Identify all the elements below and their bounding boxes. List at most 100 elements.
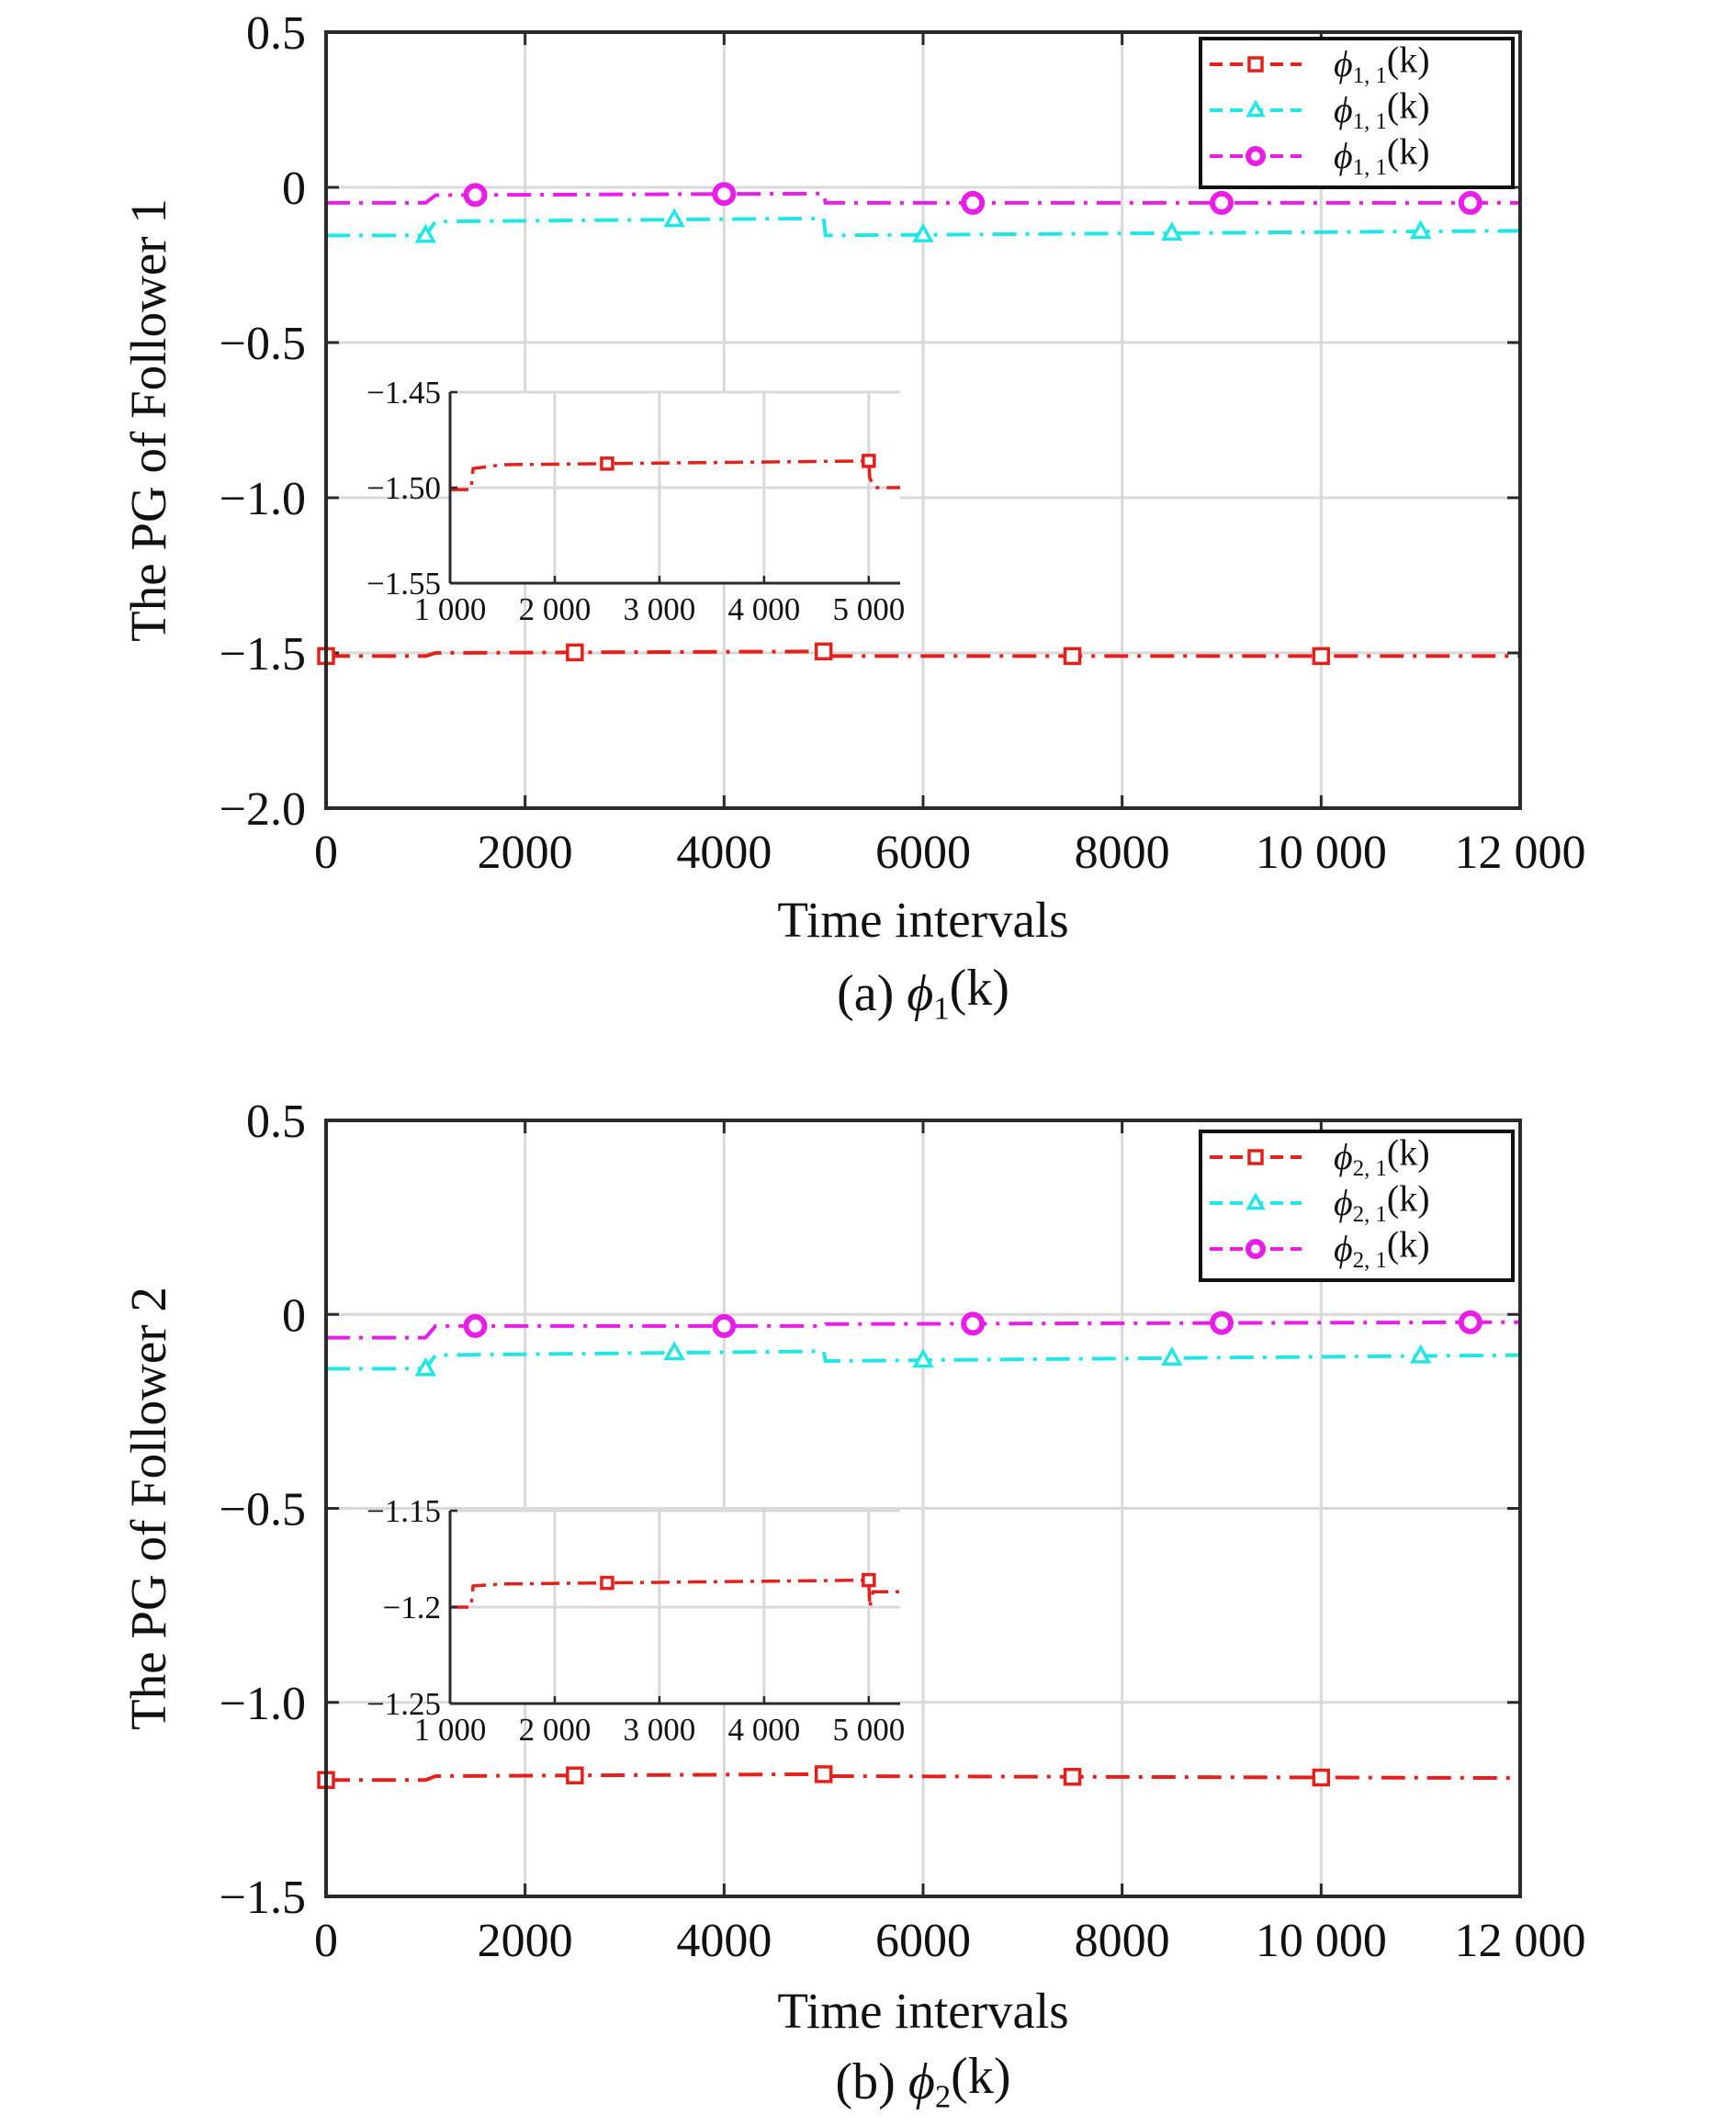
legend-label: ϕ2, 1(k) <box>1334 1224 1430 1273</box>
data-point <box>1409 219 1432 240</box>
data-point <box>1312 1768 1331 1787</box>
legend-marker <box>1247 56 1264 73</box>
series-3 <box>326 182 1520 215</box>
label-suffix: (k) <box>951 2048 1010 2105</box>
data-point <box>663 208 685 228</box>
subscript: 1, 1 <box>1353 63 1387 88</box>
inset-x-tick-label: 3 000 <box>624 1712 696 1748</box>
data-point <box>566 1766 584 1785</box>
legend: ϕ2, 1(k)ϕ2, 1(k)ϕ2, 1(k) <box>1199 1130 1515 1282</box>
data-point <box>961 190 986 215</box>
data-point <box>663 1341 685 1361</box>
subscript: 2, 1 <box>1353 1202 1387 1227</box>
inset-data-point <box>600 456 614 471</box>
inset-x-tick-label: 2 000 <box>519 591 592 627</box>
inset-x-tick-label: 4 000 <box>727 1712 800 1748</box>
x-tick-label: 2000 <box>478 1915 573 1967</box>
data-point <box>566 643 584 662</box>
data-point <box>712 1313 737 1338</box>
label-suffix: (k) <box>1387 1132 1430 1174</box>
chart-1: 0 2000 4000 6000 8000 10 000 12 0000.50−0.5−1.… <box>120 7 1586 1027</box>
label-suffix: (k) <box>1387 85 1430 127</box>
legend-entry: ϕ1, 1(k) <box>1210 39 1430 88</box>
data-point <box>463 183 488 208</box>
data-point <box>814 1765 833 1783</box>
data-point <box>463 1313 488 1338</box>
figure-caption: (b) ϕ2(k) <box>836 2048 1011 2115</box>
data-point <box>912 222 934 242</box>
x-tick-label: 6000 <box>875 1915 971 1967</box>
legend-entry: ϕ1, 1(k) <box>1210 85 1430 134</box>
data-point <box>414 1356 437 1377</box>
data-point <box>414 223 437 243</box>
inset-data-point <box>600 1575 614 1591</box>
y-tick-label: −0.5 <box>220 318 306 370</box>
data-point <box>961 1311 986 1336</box>
phi-symbol: ϕ <box>1334 1136 1353 1177</box>
y-tick-label: −1.5 <box>220 1872 306 1924</box>
y-tick-label: 0.5 <box>246 1096 306 1148</box>
phi-symbol: ϕ <box>908 2053 935 2110</box>
label-suffix: (k) <box>1387 1178 1430 1220</box>
legend-entry: ϕ2, 1(k) <box>1210 1224 1430 1273</box>
inset-y-tick-label: −1.50 <box>366 470 441 506</box>
figure-caption: (a) ϕ1(k) <box>837 960 1009 1027</box>
subscript: 2, 1 <box>1353 1248 1387 1273</box>
inset-x-tick-label: 3 000 <box>624 591 696 627</box>
x-tick-label: 12 000 <box>1455 1915 1586 1967</box>
caption-prefix: (a) <box>837 965 907 1022</box>
data-point <box>1161 1346 1183 1366</box>
y-tick-label: 0 <box>282 1289 306 1342</box>
subscript: 1, 1 <box>1353 109 1387 134</box>
x-tick-label: 0 <box>314 1915 338 1967</box>
data-point <box>814 642 833 661</box>
legend-label: ϕ2, 1(k) <box>1334 1132 1430 1181</box>
subscript: 2, 1 <box>1353 1156 1387 1181</box>
plot-frame <box>324 30 1522 810</box>
plot-frame <box>324 1119 1522 1898</box>
x-tick-label: 2000 <box>478 827 573 879</box>
y-axis-label: The PG of Follower 2 <box>120 1287 176 1730</box>
inset-chart: 1 000 2 000 3 000 4 000 5 000 −1.15 −1.2 −1.25 <box>366 1493 905 1748</box>
y-tick-label: −0.5 <box>220 1484 306 1536</box>
series-line <box>326 1772 1521 1783</box>
data-point <box>1161 221 1183 242</box>
legend-marker <box>1246 146 1266 166</box>
phi-symbol: ϕ <box>1334 1228 1353 1269</box>
x-axis-label: Time intervals <box>777 1983 1068 2039</box>
legend-label: ϕ2, 1(k) <box>1334 1178 1430 1227</box>
y-tick-label: −1.5 <box>220 628 306 681</box>
series-line <box>326 1320 1521 1340</box>
caption-prefix: (b) <box>836 2053 908 2110</box>
legend-label: ϕ1, 1(k) <box>1334 39 1430 88</box>
inset-y-tick-label: −1.55 <box>366 566 441 602</box>
data-point <box>1063 647 1082 666</box>
inset-y-tick-label: −1.45 <box>366 375 441 411</box>
inset-y-tick-label: −1.2 <box>383 1590 442 1625</box>
inset-y-tick-label: −1.15 <box>366 1493 441 1529</box>
phi-symbol: ϕ <box>1334 1182 1353 1223</box>
legend-label: ϕ1, 1(k) <box>1334 85 1430 134</box>
data-point <box>1312 647 1331 666</box>
y-tick-label: −2.0 <box>220 783 306 836</box>
inset-x-tick-label: 2 000 <box>519 1712 592 1748</box>
legend-label: ϕ1, 1(k) <box>1334 131 1430 180</box>
x-tick-label: 4000 <box>676 1915 772 1967</box>
x-tick-label: 8000 <box>1075 827 1170 879</box>
x-tick-label: 8000 <box>1075 1915 1170 1967</box>
label-suffix: (k) <box>950 960 1009 1017</box>
series-line <box>326 1349 1521 1371</box>
series-1 <box>317 1765 1521 1789</box>
data-point <box>1063 1768 1082 1786</box>
inset-y-tick-label: −1.25 <box>366 1686 441 1722</box>
legend-entry: ϕ1, 1(k) <box>1210 131 1430 180</box>
data-point <box>1458 190 1482 215</box>
inset-chart: 1 000 2 000 3 000 4 000 5 000 −1.45 −1.50 −1.55 <box>366 375 905 627</box>
label-suffix: (k) <box>1387 131 1430 173</box>
data-point <box>1210 190 1234 215</box>
inset-data-point <box>862 1572 876 1588</box>
series-2 <box>326 208 1521 243</box>
data-point <box>712 182 737 207</box>
legend-entry: ϕ2, 1(k) <box>1210 1178 1430 1227</box>
x-tick-label: 0 <box>314 827 338 879</box>
